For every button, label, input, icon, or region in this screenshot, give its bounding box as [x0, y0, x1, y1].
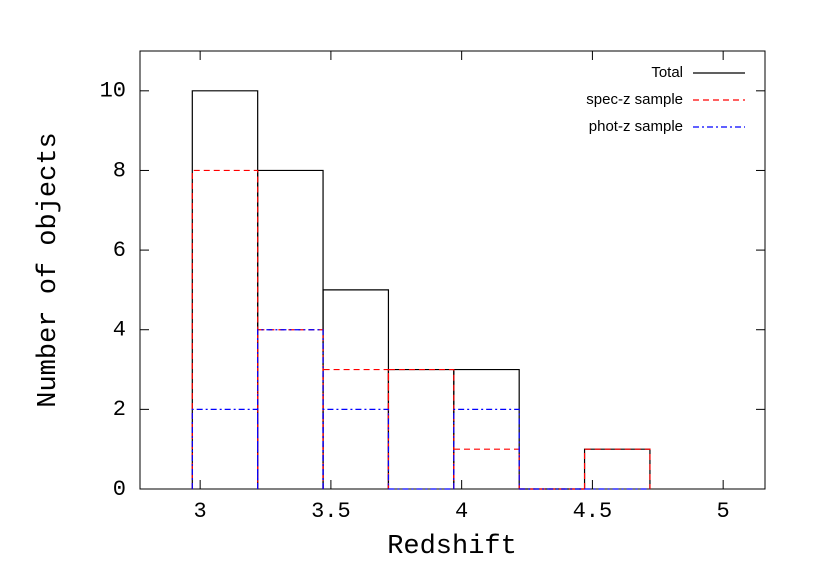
- histogram-bar: [453, 408, 520, 489]
- histogram-bar: [322, 368, 390, 489]
- y-tick-label: 4: [113, 318, 126, 343]
- plot-frame: [139, 50, 766, 490]
- histogram-bar: [387, 368, 455, 489]
- legend-label: phot-z sample: [589, 118, 683, 135]
- y-axis-label: Number of objects: [34, 132, 64, 407]
- legend-label: Total: [651, 64, 683, 81]
- x-tick-label: 4: [455, 499, 468, 524]
- y-tick-label: 2: [113, 397, 126, 422]
- x-tick-label: 5: [717, 499, 730, 524]
- x-axis-label: Redshift: [387, 532, 517, 562]
- y-tick-label: 6: [113, 238, 126, 263]
- y-tick-label: 8: [113, 158, 126, 183]
- legend-label: spec-z sample: [586, 91, 683, 108]
- x-tick-label: 3: [194, 499, 207, 524]
- histogram-bar: [322, 408, 390, 489]
- histogram-bar: [322, 289, 390, 489]
- histogram-bar: [191, 90, 259, 489]
- x-tick-label: 4.5: [573, 499, 613, 524]
- histogram-bar: [387, 368, 455, 489]
- histogram-bar: [583, 448, 651, 489]
- histogram-bar: [257, 329, 324, 489]
- histogram-bar: [453, 368, 520, 489]
- histogram-bar: [257, 329, 324, 489]
- histogram-bar: [191, 169, 259, 489]
- y-tick-label: 10: [100, 79, 126, 104]
- histogram-bar: [583, 448, 651, 489]
- histogram-bar: [191, 408, 259, 489]
- x-tick-label: 3.5: [311, 499, 351, 524]
- histogram-bar: [453, 448, 520, 489]
- y-tick-label: 0: [113, 477, 126, 502]
